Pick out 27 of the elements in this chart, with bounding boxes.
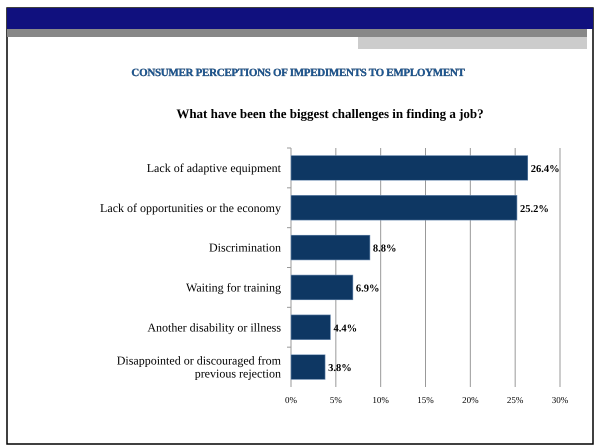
y-tick-label: Another disability or illness [147, 320, 282, 334]
y-tick-label: Lack of adaptive equipment [146, 160, 282, 175]
chart-title: CONSUMER PERCEPTIONS OF IMPEDIMENTS TO EMPLOYMENT [131, 67, 466, 79]
x-tick-label: 0% [285, 395, 298, 405]
y-tick-label: Waiting for training [186, 280, 281, 294]
y-tick-label: Disappointed or discouraged from previous rejection [116, 354, 282, 381]
bar [290, 274, 354, 300]
data-label: 26.4% [530, 164, 560, 175]
x-tick-label: 25% [506, 395, 524, 405]
y-tick-label: Lack of opportunities or the economy [100, 200, 281, 215]
data-label: 6.9% [356, 283, 380, 294]
data-label: 3.8% [328, 363, 352, 374]
x-tick-label: 5% [330, 395, 342, 405]
x-tick-label: 20% [462, 395, 480, 405]
data-label: 8.8% [372, 244, 397, 255]
x-tick-label: 30% [552, 395, 569, 405]
bar [290, 155, 528, 181]
y-tick-label: Discrimination [209, 240, 281, 255]
bar [290, 354, 326, 380]
bar [290, 195, 518, 220]
data-label: 4.4% [333, 323, 358, 334]
x-tick-label: 15% [417, 395, 434, 405]
bar [290, 314, 331, 340]
chart-subtitle: What have been the biggest challenges in finding a job? [176, 106, 484, 121]
x-tick-label: 10% [372, 395, 390, 405]
bar [290, 234, 370, 260]
data-label: 25.2% [520, 204, 549, 215]
